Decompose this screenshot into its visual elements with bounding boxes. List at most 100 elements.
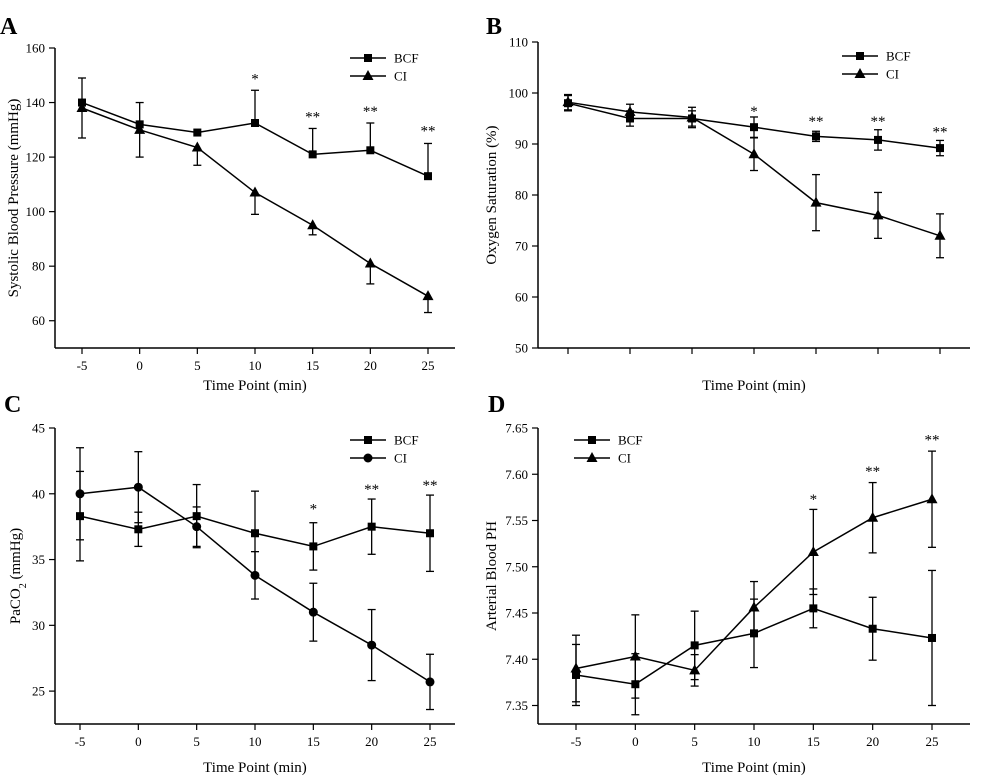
significance-label: **: [809, 114, 824, 130]
data-point: [249, 186, 261, 197]
data-point: [251, 529, 259, 538]
panel-letter: A: [0, 14, 18, 40]
y-tick-label: 7.50: [505, 559, 528, 574]
data-point: [928, 633, 936, 642]
data-point: [250, 570, 260, 580]
data-point: [570, 662, 582, 673]
x-tick-label: 10: [249, 734, 262, 749]
data-point: [689, 664, 701, 675]
chart-panel-a: 60 80 100 120 140 160 -5 0 5 10 15 20 25 Time Point (…: [0, 14, 455, 394]
legend-label: BCF: [394, 433, 419, 448]
y-tick-label: 120: [26, 150, 46, 165]
series-bcf: [78, 77, 432, 181]
x-tick-label: 15: [306, 358, 319, 373]
legend-label: BCF: [394, 51, 419, 66]
data-point: [76, 102, 88, 112]
y-axis-title: Systolic Blood Pressure (mmHg): [6, 99, 22, 298]
panel-letter: B: [486, 14, 502, 40]
data-point: [134, 123, 146, 134]
chart-panel-b: 50 60 70 80 90 100 110 Time Point (min) Oxygen S…: [484, 14, 970, 394]
y-tick-label: 140: [26, 95, 46, 110]
x-tick-label: 5: [194, 358, 201, 373]
y-tick-label: 40: [32, 486, 45, 501]
x-tick-label: 10: [748, 734, 761, 749]
x-tick-label: -5: [77, 358, 88, 373]
series-ci: [562, 93, 946, 259]
x-tick-label: 0: [135, 734, 142, 749]
panel-letter: C: [4, 392, 21, 418]
significance-label: **: [925, 433, 940, 449]
legend-marker: [362, 70, 374, 80]
legend-marker: [364, 436, 372, 444]
data-point: [868, 624, 877, 633]
significance-label: **: [933, 124, 948, 140]
legend-label: CI: [394, 451, 407, 466]
y-tick-label: 45: [32, 421, 45, 436]
significance-label: **: [363, 104, 378, 120]
series-ci: [570, 450, 938, 703]
significance-label: **: [305, 110, 320, 126]
y-axis-title: Arterial Blood PH: [484, 521, 500, 631]
data-point: [425, 677, 435, 687]
legend-marker: [854, 68, 866, 78]
y-tick-label: 7.60: [505, 467, 528, 482]
y-tick-label: 50: [515, 341, 528, 356]
data-point: [629, 650, 641, 661]
significance-label: *: [251, 71, 259, 87]
y-tick-label: 7.65: [505, 421, 528, 436]
data-point: [750, 123, 758, 132]
data-point: [191, 141, 203, 152]
data-point: [812, 132, 820, 141]
y-tick-label: 35: [32, 552, 45, 567]
significance-label: *: [750, 104, 758, 120]
data-point: [872, 209, 884, 220]
significance-label: *: [310, 502, 318, 518]
y-axis-title: Oxygen Saturation (%): [484, 125, 500, 264]
chart-panel-d: 7.35 7.40 7.45 7.50 7.55 7.60 7.65 -5 0 5 10 15 20 25…: [484, 392, 970, 776]
data-point: [562, 96, 574, 107]
legend-label: BCF: [886, 49, 911, 64]
data-point: [874, 135, 882, 144]
data-point: [690, 641, 699, 650]
x-tick-label: 0: [136, 358, 143, 373]
data-point: [308, 607, 318, 617]
y-tick-label: 7.45: [505, 606, 528, 621]
x-tick-label: 25: [422, 358, 435, 373]
x-tick-label: 25: [926, 734, 939, 749]
data-point: [75, 489, 85, 499]
x-tick-label: 20: [365, 734, 378, 749]
data-point: [133, 482, 143, 492]
y-tick-label: 25: [32, 684, 45, 699]
x-axis-title: Time Point (min): [203, 760, 307, 776]
x-tick-label: 15: [307, 734, 320, 749]
x-tick-label: 20: [866, 734, 879, 749]
legend: BCF CI: [350, 433, 419, 466]
y-tick-label: 7.35: [505, 698, 528, 713]
data-point: [426, 529, 434, 538]
y-tick-label: 90: [515, 137, 528, 152]
y-tick-label: 100: [26, 204, 46, 219]
data-point: [624, 105, 636, 116]
legend-label: BCF: [618, 433, 643, 448]
legend: BCF CI: [842, 49, 911, 82]
x-tick-label: -5: [75, 734, 86, 749]
data-point: [810, 196, 822, 207]
x-tick-label: 20: [364, 358, 377, 373]
x-tick-label: -5: [571, 734, 582, 749]
series-ci: [76, 102, 434, 314]
legend-marker: [588, 436, 596, 444]
data-point: [367, 522, 376, 531]
y-tick-label: 7.55: [505, 513, 528, 528]
data-point: [366, 146, 375, 155]
x-tick-label: 25: [424, 734, 437, 749]
y-axis-title: PaCO2 (mmHg): [8, 528, 29, 624]
data-point: [867, 511, 879, 522]
data-point: [308, 150, 317, 159]
y-tick-label: 100: [509, 86, 529, 101]
x-axis-title: Time Point (min): [702, 760, 806, 776]
significance-label: *: [810, 492, 818, 508]
data-point: [134, 525, 143, 534]
data-point: [192, 522, 202, 532]
significance-label: **: [423, 478, 438, 494]
